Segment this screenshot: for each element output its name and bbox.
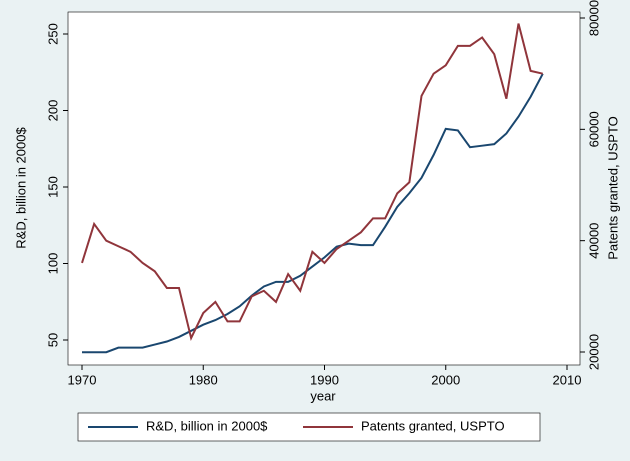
- y-axis-title: R&D, billion in 2000$: [13, 127, 28, 249]
- series-line: [81, 23, 543, 342]
- series-line: [82, 73, 544, 354]
- y-tick-label: 200: [45, 100, 60, 122]
- x-tick-label: 1970: [68, 372, 97, 387]
- legend-label: R&D, billion in 2000$: [146, 418, 268, 433]
- y2-tick-label: 60000: [586, 111, 601, 147]
- x-axis-title: year: [310, 388, 336, 403]
- y2-axis-title: Patents granted, USPTO: [605, 116, 620, 260]
- y2-tick-label: 20000: [586, 334, 601, 370]
- legend-label: Patents granted, USPTO: [361, 418, 505, 433]
- plot-area: [67, 11, 581, 366]
- y-tick-label: 100: [45, 253, 60, 275]
- y-tick-label: 150: [45, 176, 60, 198]
- x-tick-label: 1990: [310, 372, 339, 387]
- y2-tick-label: 80000: [586, 0, 601, 36]
- y-tick-label: 250: [45, 23, 60, 45]
- x-tick-label: 2000: [431, 372, 460, 387]
- x-tick-label: 2010: [553, 372, 582, 387]
- y2-tick-label: 40000: [586, 223, 601, 259]
- y-tick-label: 50: [45, 333, 60, 347]
- x-tick-label: 1980: [189, 372, 218, 387]
